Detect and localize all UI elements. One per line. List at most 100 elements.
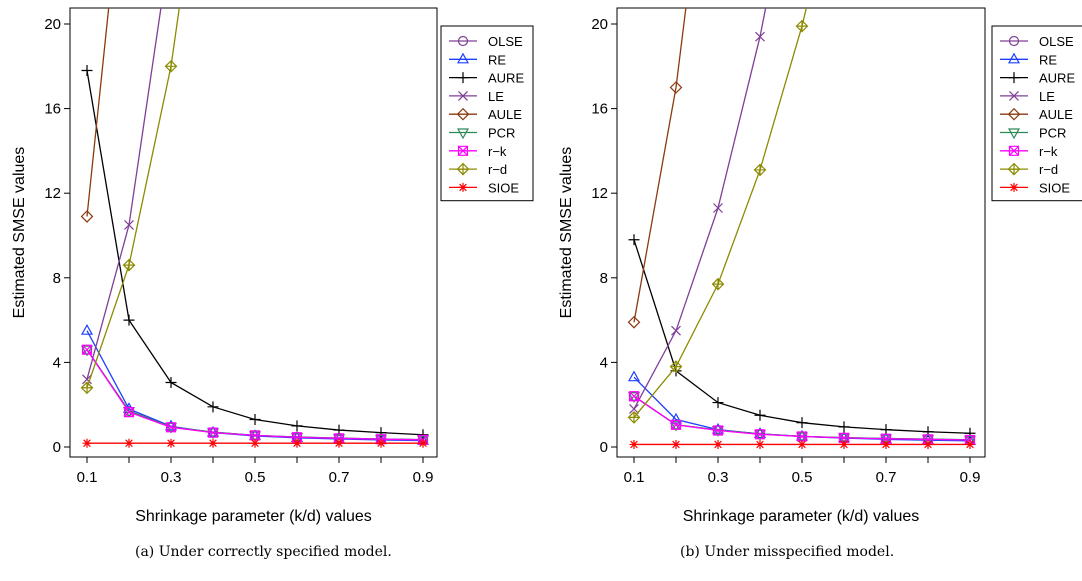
data-point-aure bbox=[375, 427, 387, 439]
x-tick-label: 0.7 bbox=[876, 469, 897, 486]
y-tick-label: 16 bbox=[591, 101, 608, 118]
legend-label: PCR bbox=[488, 126, 515, 141]
legend-marker-aule bbox=[456, 107, 470, 121]
legend-marker-rd bbox=[456, 162, 470, 176]
data-point-le bbox=[755, 31, 765, 42]
legend: OLSE RE AURE LE AULE PCR r−k r−d SIOE bbox=[991, 25, 1082, 202]
series-rd bbox=[627, 8, 809, 424]
series-rk bbox=[628, 391, 976, 446]
data-point-aure bbox=[754, 409, 766, 421]
series-sioe bbox=[82, 438, 428, 448]
data-point-le bbox=[671, 325, 681, 336]
data-point-sioe bbox=[82, 438, 92, 448]
data-point-aule bbox=[627, 315, 641, 329]
data-point-aure bbox=[796, 417, 808, 429]
legend-item-sioe: SIOE bbox=[449, 180, 519, 195]
data-point-rd bbox=[669, 360, 683, 373]
x-tick-label: 0.3 bbox=[161, 469, 182, 486]
legend-item-le: LE bbox=[1000, 89, 1055, 104]
legend-label: AURE bbox=[1039, 71, 1075, 86]
x-tick-label: 0.9 bbox=[413, 469, 434, 486]
x-tick-label: 0.5 bbox=[245, 469, 266, 486]
legend-label: AURE bbox=[488, 71, 524, 86]
data-point-rd bbox=[795, 19, 809, 33]
legend-item-rd: r−d bbox=[449, 162, 507, 177]
series-line-le bbox=[86, 8, 162, 380]
legend-item-rd: r−d bbox=[1000, 162, 1058, 177]
legend-label: AULE bbox=[488, 107, 522, 122]
x-axis-label: Shrinkage parameter (k/d) values bbox=[683, 508, 920, 525]
y-tick-label: 12 bbox=[44, 185, 61, 202]
data-point-rk bbox=[754, 429, 766, 440]
data-point-re bbox=[80, 323, 94, 335]
legend-label: RE bbox=[488, 52, 506, 67]
data-point-pcr bbox=[837, 433, 851, 445]
data-point-rk bbox=[249, 430, 261, 441]
y-tick-label: 12 bbox=[591, 185, 608, 202]
data-point-rk bbox=[712, 425, 724, 436]
legend-label: r−d bbox=[1039, 162, 1058, 177]
series-line-aure bbox=[633, 239, 971, 434]
panel-a: 0 4 8 12 16 20 0.1 0.3 0.5 0.7 0.9 Shrinkage parame… bbox=[11, 7, 534, 525]
data-point-le bbox=[713, 203, 723, 213]
series-aure bbox=[81, 65, 429, 441]
x-axis: 0.1 0.3 0.5 0.7 0.9 bbox=[624, 457, 980, 486]
legend-label: SIOE bbox=[488, 180, 519, 195]
data-point-aure bbox=[123, 314, 135, 326]
data-point-re bbox=[669, 412, 683, 424]
plot-area bbox=[80, 8, 430, 448]
panel-b: 0 4 8 12 16 20 0.1 0.3 0.5 0.7 0.9 Shrinkage parame… bbox=[558, 7, 1082, 525]
data-point-aure bbox=[291, 420, 303, 432]
x-tick-label: 0.5 bbox=[792, 469, 813, 486]
data-point-rk bbox=[796, 431, 808, 442]
legend-item-sioe: SIOE bbox=[1000, 180, 1070, 195]
legend-item-re: RE bbox=[449, 52, 506, 67]
legend-item-aule: AULE bbox=[1000, 107, 1073, 122]
data-point-aure bbox=[838, 421, 850, 433]
y-tick-label: 20 bbox=[44, 16, 61, 33]
data-point-rd bbox=[164, 59, 178, 73]
legend-marker-aure bbox=[1008, 72, 1020, 84]
caption-a: (a) Under correctly specified model. bbox=[135, 544, 392, 560]
plot-area bbox=[627, 8, 977, 449]
y-tick-label: 8 bbox=[600, 270, 608, 287]
x-axis-label: Shrinkage parameter (k/d) values bbox=[135, 508, 372, 525]
legend-item-aure: AURE bbox=[449, 71, 524, 86]
y-tick-label: 0 bbox=[600, 439, 608, 456]
data-point-rk bbox=[165, 422, 177, 433]
series-line-aule bbox=[86, 8, 110, 217]
data-point-rk bbox=[123, 407, 135, 418]
data-point-pcr bbox=[921, 435, 935, 446]
legend-item-pcr: PCR bbox=[449, 126, 515, 141]
legend-label: OLSE bbox=[1039, 34, 1074, 49]
caption-b: (b) Under misspecified model. bbox=[680, 544, 895, 560]
data-point-sioe bbox=[166, 438, 176, 448]
data-point-le bbox=[124, 220, 134, 230]
data-point-sioe bbox=[755, 439, 765, 449]
data-point-re bbox=[627, 370, 641, 382]
data-point-rk bbox=[628, 391, 640, 402]
series-olse bbox=[81, 344, 429, 445]
data-point-sioe bbox=[629, 439, 639, 449]
legend-marker-le bbox=[1009, 90, 1019, 101]
data-point-rk bbox=[81, 344, 93, 355]
data-point-pcr bbox=[248, 431, 262, 443]
data-point-re bbox=[795, 429, 809, 441]
data-point-rd bbox=[122, 258, 136, 272]
data-point-pcr bbox=[332, 434, 346, 445]
y-axis: 0 4 8 12 16 20 bbox=[44, 16, 70, 456]
series-aule bbox=[627, 8, 687, 329]
series-le bbox=[629, 8, 767, 414]
data-point-rk bbox=[670, 419, 682, 430]
legend-label: RE bbox=[1039, 52, 1057, 67]
data-point-rk bbox=[207, 427, 219, 438]
series-line-aure bbox=[86, 70, 424, 436]
data-point-pcr bbox=[80, 345, 94, 357]
legend-label: PCR bbox=[1039, 126, 1066, 141]
legend-box bbox=[991, 25, 1082, 202]
legend-marker-re bbox=[1007, 52, 1021, 64]
y-axis: 0 4 8 12 16 20 bbox=[591, 16, 617, 456]
legend-marker-olse bbox=[1008, 35, 1020, 47]
data-point-sioe bbox=[797, 439, 807, 449]
series-rd bbox=[80, 8, 180, 395]
